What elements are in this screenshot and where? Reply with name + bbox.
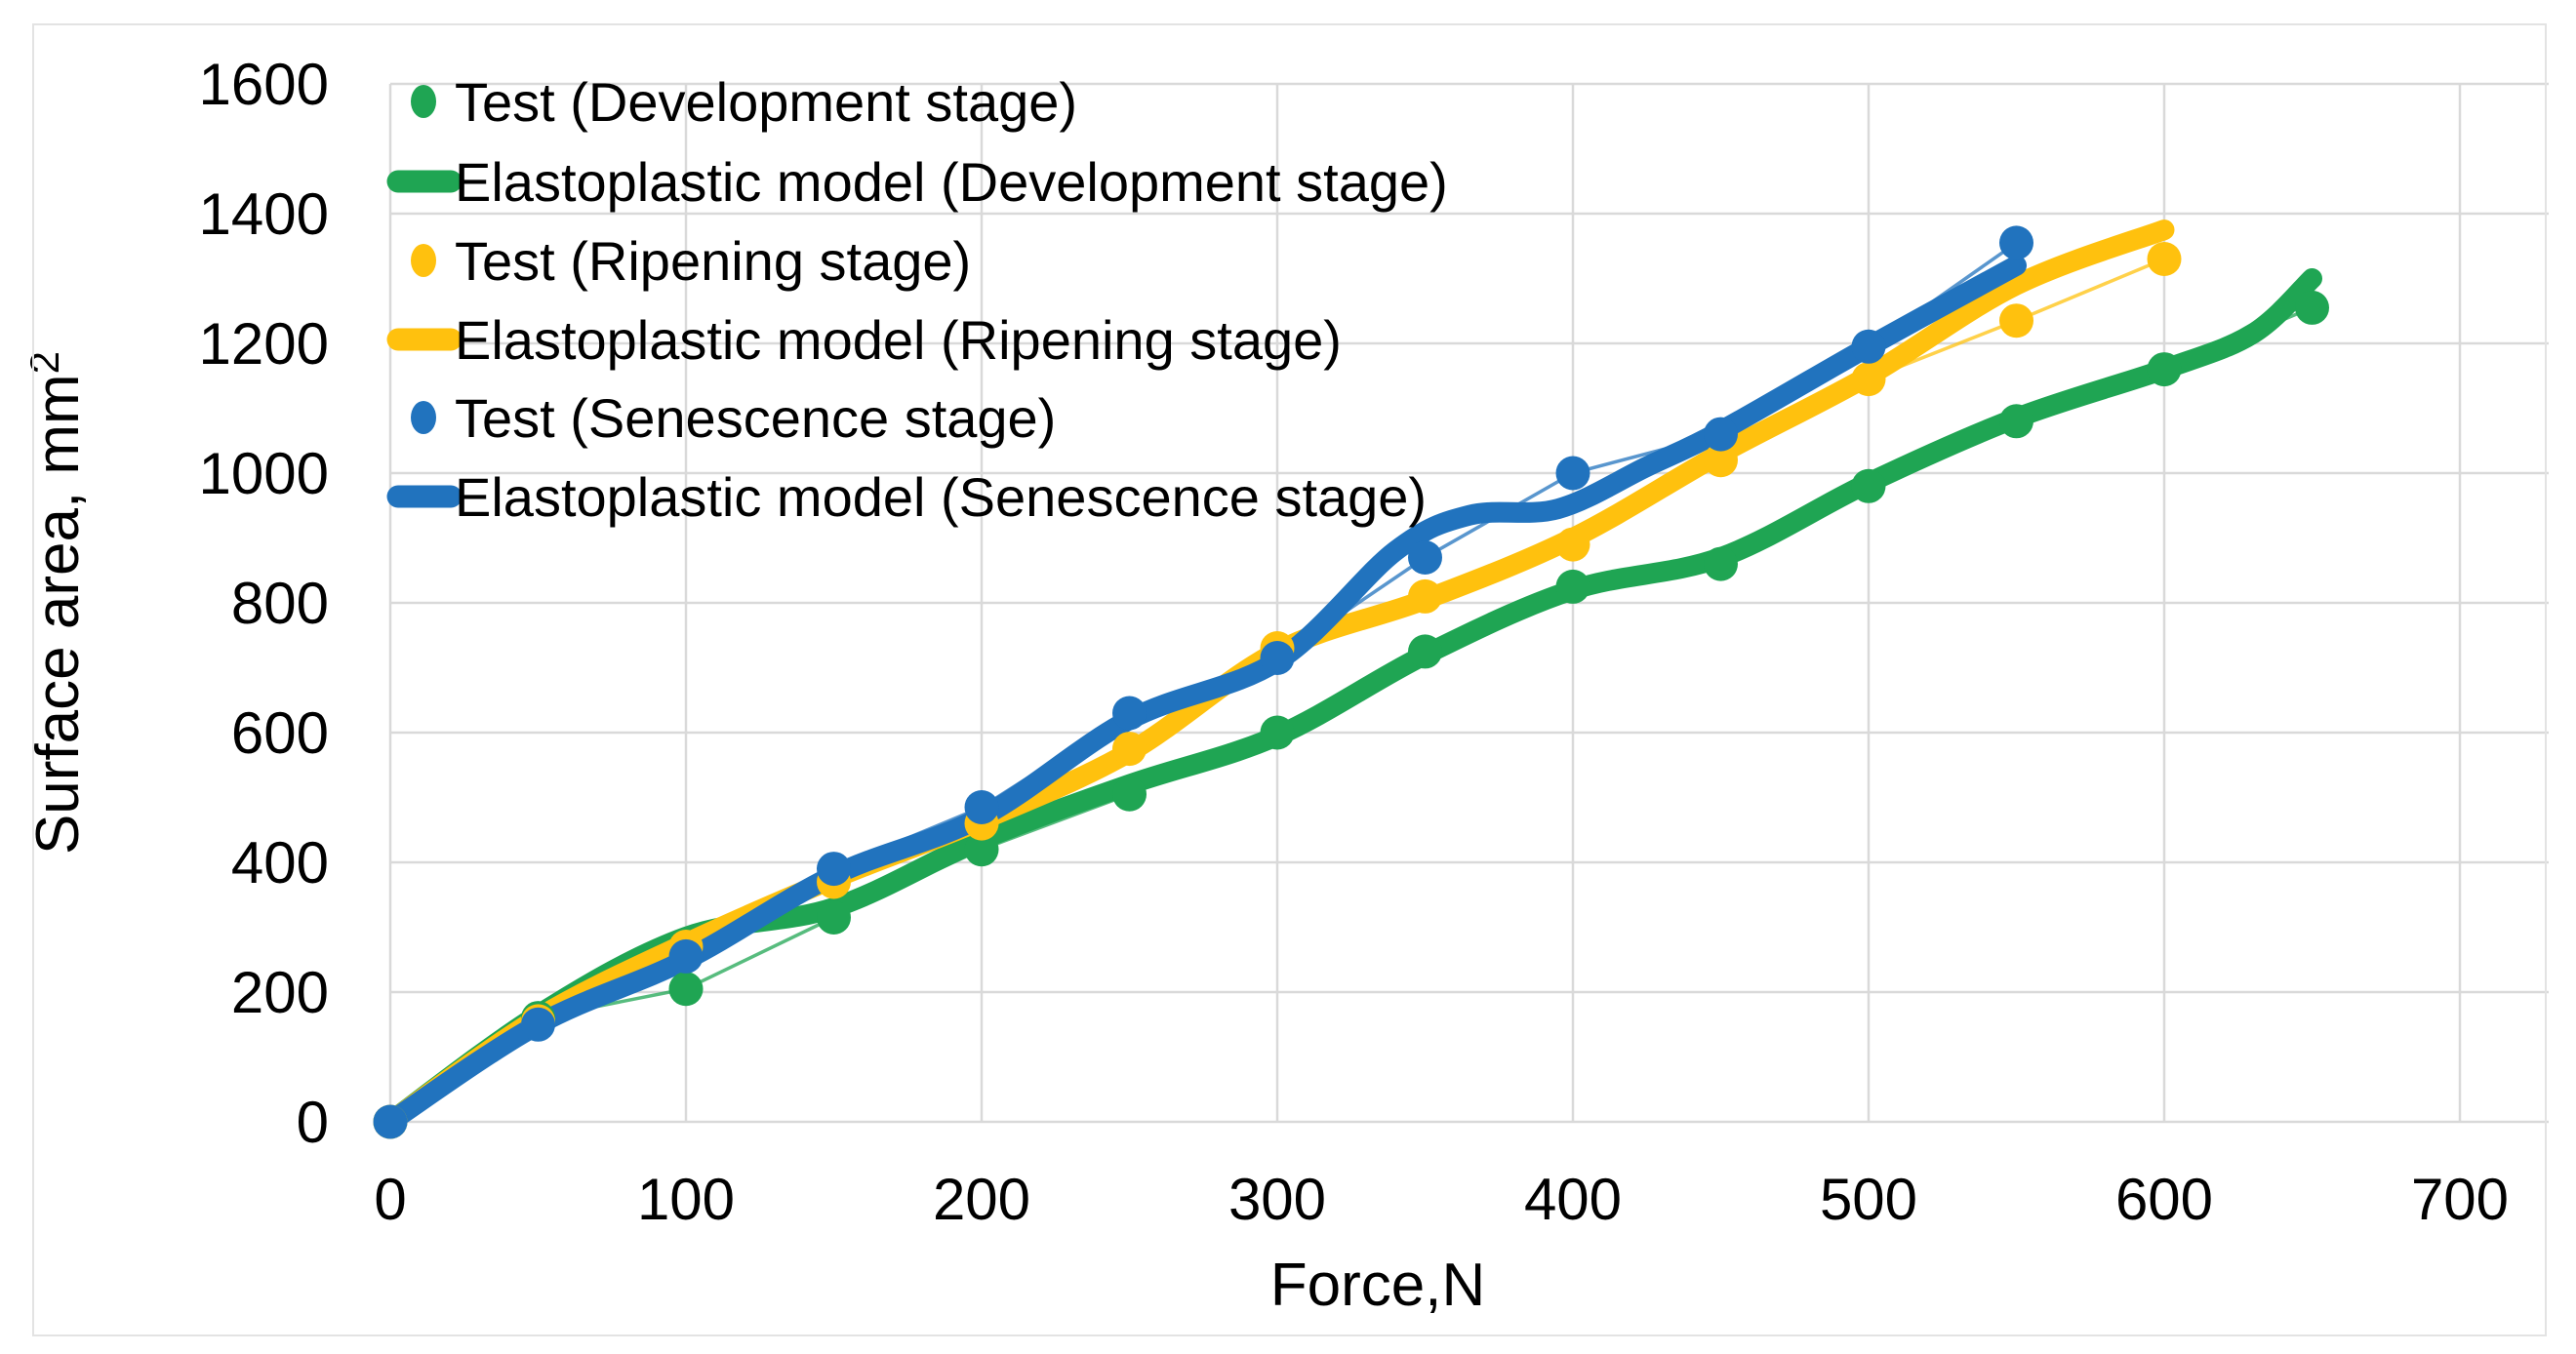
data-point — [1704, 546, 1738, 581]
y-tick-label: 200 — [231, 960, 329, 1025]
y-tick-label: 400 — [231, 830, 329, 896]
data-point — [2147, 242, 2182, 276]
y-tick-label: 1400 — [199, 181, 329, 247]
data-point — [1260, 715, 1295, 750]
legend-label: Elastoplastic model (Ripening stage) — [455, 309, 1342, 371]
data-point — [1999, 303, 2033, 338]
x-tick-label: 300 — [1228, 1167, 1326, 1232]
x-axis-title: Force,N — [1270, 1252, 1485, 1319]
data-point — [668, 938, 704, 974]
data-point — [1704, 443, 1738, 478]
data-point — [1851, 362, 1886, 397]
x-tick-label: 400 — [1524, 1167, 1622, 1232]
data-point — [1408, 578, 1442, 614]
y-tick-label: 0 — [297, 1090, 329, 1155]
data-point — [1112, 777, 1147, 812]
data-point — [1555, 569, 1590, 604]
data-point — [817, 900, 851, 935]
data-point — [668, 972, 704, 1007]
x-tick-label: 600 — [2115, 1167, 2213, 1232]
x-tick-label: 100 — [637, 1167, 735, 1232]
x-tick-label: 0 — [374, 1167, 406, 1232]
y-tick-label: 1600 — [199, 52, 329, 117]
x-tick-label: 700 — [2411, 1167, 2509, 1232]
x-tick-label: 500 — [1820, 1167, 1917, 1232]
data-point — [1999, 404, 2033, 439]
y-tick-label: 1000 — [199, 441, 329, 506]
data-point — [1112, 732, 1147, 767]
data-point — [373, 1104, 408, 1139]
data-point — [964, 832, 999, 867]
data-point — [1408, 634, 1442, 669]
data-point — [1408, 540, 1442, 575]
data-point — [1851, 329, 1886, 364]
data-point — [1851, 468, 1886, 503]
legend-dot-marker — [411, 244, 436, 277]
data-point — [2295, 290, 2329, 325]
data-point — [2147, 352, 2182, 387]
data-point — [521, 1007, 555, 1042]
legend-label: Elastoplastic model (Senescence stage) — [455, 466, 1427, 528]
legend-label: Test (Senescence stage) — [455, 387, 1056, 449]
data-point — [817, 852, 851, 887]
x-tick-label: 200 — [933, 1167, 1030, 1232]
legend-label: Elastoplastic model (Development stage) — [455, 151, 1448, 213]
data-point — [1555, 527, 1590, 562]
legend-label: Test (Ripening stage) — [455, 230, 971, 292]
y-tick-label: 600 — [231, 700, 329, 766]
y-tick-label: 800 — [231, 571, 329, 636]
data-point — [1260, 641, 1295, 675]
legend-dot-marker — [411, 85, 436, 118]
data-point — [1704, 417, 1738, 452]
legend-dot-marker — [411, 401, 436, 434]
y-tick-label: 1200 — [199, 311, 329, 377]
legend-label: Test (Development stage) — [455, 71, 1077, 133]
data-point — [1999, 225, 2033, 260]
data-point — [1112, 696, 1147, 731]
figure-border — [32, 23, 2547, 1336]
data-point — [964, 790, 999, 824]
data-point — [1555, 456, 1590, 491]
